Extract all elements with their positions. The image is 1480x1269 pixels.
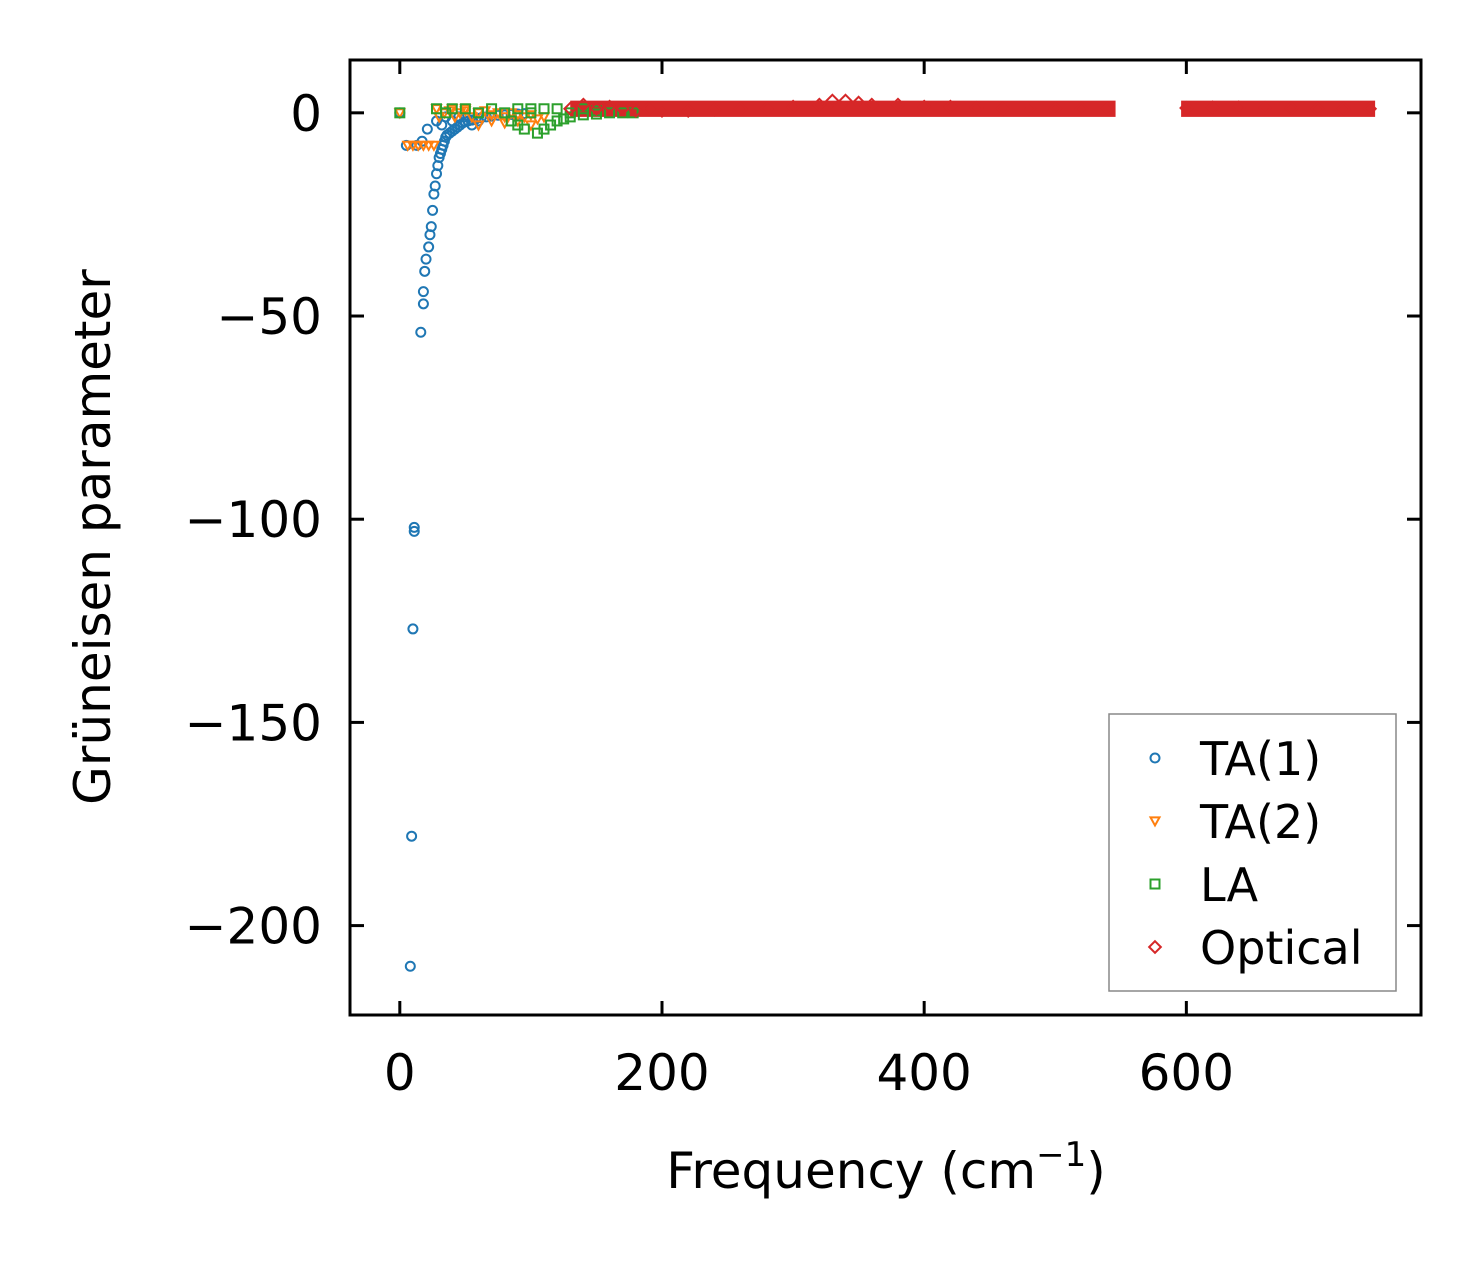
y-tick-label: −200	[185, 898, 322, 956]
y-tick-label: −150	[185, 694, 322, 752]
point-la	[558, 113, 570, 125]
point-ta-1	[417, 298, 429, 310]
point-optical	[1100, 101, 1115, 117]
point-optical	[943, 99, 958, 114]
point-optical	[628, 103, 644, 119]
x-tick-label: 400	[876, 1044, 971, 1102]
point-la	[538, 103, 550, 115]
x-tick-label: 200	[614, 1044, 709, 1102]
point-ta-1	[406, 830, 418, 842]
point-ta-1	[425, 221, 437, 233]
axes: 0 200 400 600 0 −50 −100 −150 −200	[185, 58, 1423, 1102]
point-optical	[969, 100, 984, 116]
point-ta-1	[420, 253, 432, 265]
point-la	[394, 107, 406, 119]
y-axis-label: Grüneisen parameter	[64, 269, 122, 805]
point-ta-2	[485, 116, 498, 128]
x-axis-label: Frequency (cm−1)	[666, 1135, 1106, 1200]
point-la	[604, 107, 616, 119]
point-optical	[851, 95, 866, 110]
point-la	[551, 115, 563, 127]
legend-marker	[1147, 939, 1163, 955]
point-la	[551, 103, 563, 115]
point-optical	[1205, 100, 1220, 115]
point-la	[505, 115, 517, 127]
point-la	[499, 107, 511, 119]
point-ta-1	[427, 204, 439, 216]
legend-marker	[1148, 816, 1162, 828]
x-tick-label: 600	[1139, 1044, 1234, 1102]
point-optical	[562, 101, 578, 117]
point-ta-1	[423, 241, 435, 253]
x-tick-label: 0	[384, 1044, 416, 1102]
point-optical	[654, 103, 670, 119]
point-optical	[1021, 101, 1037, 117]
point-ta-2	[427, 140, 441, 152]
point-ta-1	[408, 521, 420, 533]
legend-marker	[1149, 878, 1161, 890]
point-optical	[615, 101, 630, 117]
point-la	[486, 103, 498, 115]
legend-box	[1108, 713, 1397, 992]
point-optical	[838, 93, 853, 108]
point-optical	[1336, 101, 1351, 117]
point-la	[577, 103, 589, 115]
point-optical	[1179, 100, 1194, 116]
point-la	[472, 107, 484, 119]
y-tick-label: −50	[216, 288, 322, 346]
point-optical	[1231, 100, 1247, 115]
point-optical	[1257, 100, 1273, 116]
legend: TA(1) TA(2) LA Optical	[1108, 713, 1397, 992]
point-optical	[733, 101, 748, 117]
point-optical	[995, 101, 1011, 117]
point-la	[525, 103, 537, 115]
y-tick-label: 0	[290, 85, 322, 143]
point-optical	[1310, 101, 1325, 117]
point-ta-1	[408, 525, 420, 537]
point-optical	[864, 97, 879, 112]
point-optical	[641, 101, 657, 117]
point-ta-2	[531, 114, 544, 126]
optical-band	[1181, 100, 1376, 117]
point-optical	[890, 97, 906, 112]
point-la	[564, 107, 576, 119]
point-optical	[589, 101, 604, 117]
plot-frame	[348, 58, 1423, 1017]
point-ta-1	[421, 123, 433, 135]
point-ta-1	[419, 265, 431, 277]
point-optical	[825, 93, 840, 108]
point-ta-1	[415, 326, 427, 338]
point-ta-1	[429, 180, 441, 192]
legend-label: Optical	[1200, 921, 1362, 975]
point-ta-1	[407, 623, 419, 635]
point-optical	[1283, 101, 1299, 116]
legend-label: LA	[1200, 858, 1259, 912]
point-optical	[812, 97, 827, 112]
point-optical	[707, 102, 722, 117]
point-ta-1	[404, 960, 416, 972]
point-la	[446, 103, 458, 115]
y-tick-label: −100	[185, 491, 322, 549]
point-la	[512, 103, 524, 115]
legend-label: TA(1)	[1199, 732, 1321, 786]
point-optical	[1074, 101, 1089, 117]
point-optical	[759, 101, 775, 117]
data-marks	[393, 93, 1378, 972]
point-ta-2	[485, 110, 498, 122]
point-optical	[785, 99, 801, 114]
point-optical	[916, 99, 932, 114]
point-ta-2	[472, 120, 485, 132]
legend-label: TA(2)	[1199, 795, 1321, 849]
point-optical	[602, 99, 617, 114]
point-la	[617, 107, 629, 119]
point-optical	[1362, 101, 1378, 117]
legend-marker	[1149, 752, 1161, 764]
point-optical	[680, 103, 696, 119]
point-optical	[576, 97, 591, 112]
point-ta-1	[417, 286, 429, 298]
point-la	[459, 103, 471, 115]
point-optical	[1047, 101, 1063, 117]
